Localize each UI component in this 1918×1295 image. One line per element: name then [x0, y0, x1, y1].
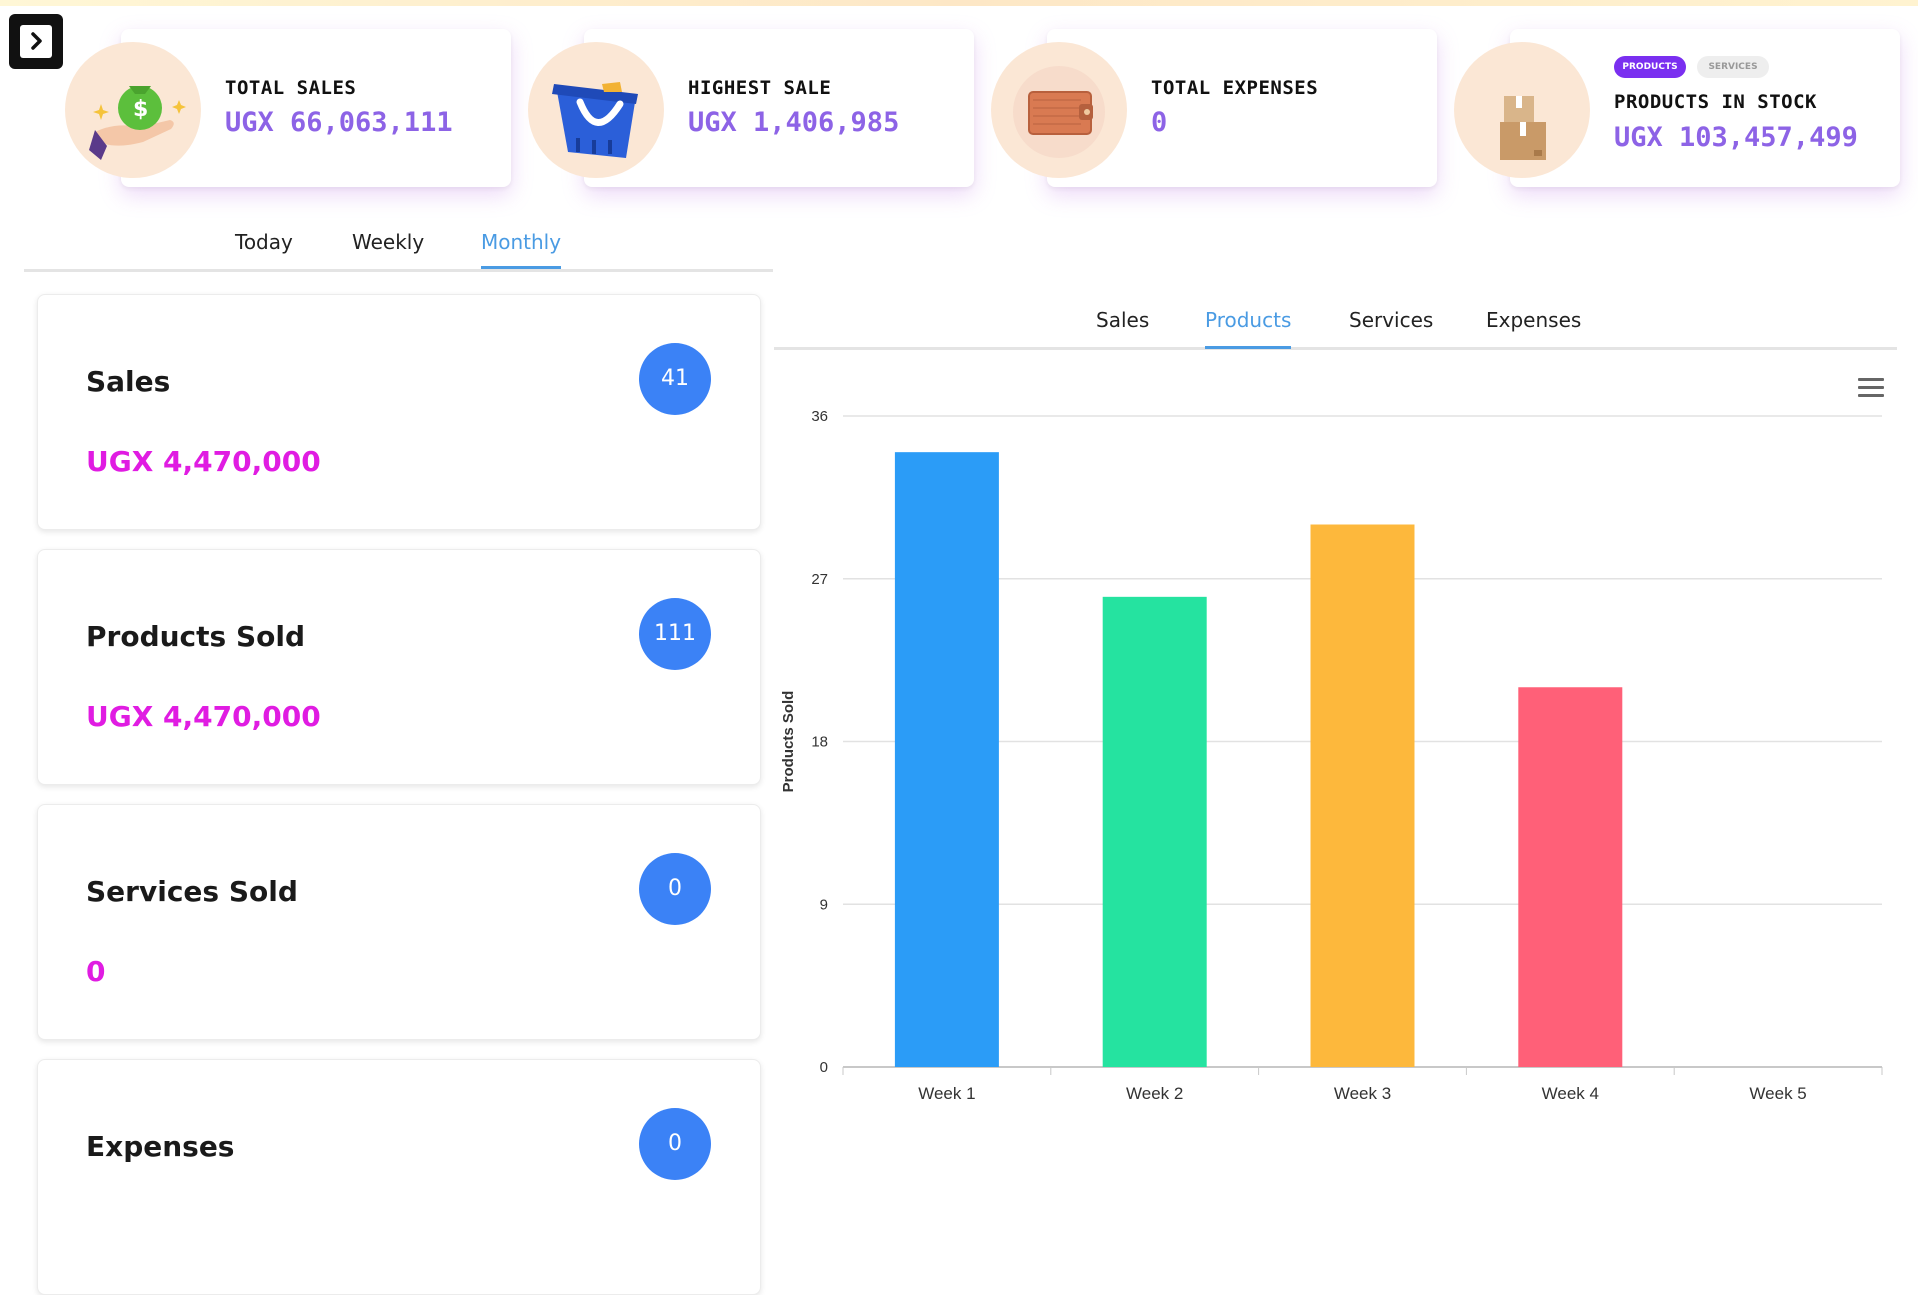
x-tick-label: Week 3	[1334, 1084, 1391, 1103]
y-tick-label: 0	[820, 1059, 828, 1076]
tab-today[interactable]: Today	[235, 230, 293, 254]
bar	[894, 452, 999, 1068]
count-badge: 0	[639, 853, 711, 925]
summary-amount: 0	[86, 955, 106, 988]
toggle-products-button[interactable]: PRODUCTS	[1614, 56, 1686, 78]
stat-title: HIGHEST SALE	[688, 77, 832, 99]
stat-title: PRODUCTS IN STOCK	[1614, 91, 1817, 113]
y-tick-label: 27	[811, 571, 828, 588]
stat-value: 0	[1151, 107, 1168, 138]
tab-monthly[interactable]: Monthly	[481, 230, 562, 269]
y-axis-label: Products Sold	[780, 691, 797, 793]
stat-card-products-in-stock: PRODUCTS SERVICES PRODUCTS IN STOCK UGX …	[1510, 29, 1900, 187]
x-tick-label: Week 1	[918, 1084, 975, 1103]
tab-expenses[interactable]: Expenses	[1486, 308, 1582, 332]
summary-title: Expenses	[86, 1130, 235, 1163]
tab-weekly[interactable]: Weekly	[352, 230, 425, 254]
toggle-services-button[interactable]: SERVICES	[1697, 56, 1769, 78]
tab-products[interactable]: Products	[1205, 308, 1292, 349]
boxes-icon	[1454, 42, 1590, 178]
count-badge: 0	[639, 1108, 711, 1180]
tab-services[interactable]: Services	[1349, 308, 1434, 332]
bar	[1310, 524, 1415, 1067]
summary-amount: UGX 4,470,000	[86, 445, 321, 478]
tab-sales[interactable]: Sales	[1096, 308, 1150, 332]
stat-value: UGX 66,063,111	[225, 107, 453, 138]
summary-title: Products Sold	[86, 620, 305, 653]
svg-text:$: $	[133, 97, 148, 122]
y-tick-label: 36	[811, 408, 828, 425]
shopping-basket-icon	[528, 42, 664, 178]
stat-title: TOTAL SALES	[225, 77, 357, 99]
period-tabs: Today Weekly Monthly	[24, 226, 773, 272]
chevron-right-icon	[31, 32, 42, 50]
summary-card-sales[interactable]: Sales UGX 4,470,000 41	[37, 294, 761, 530]
bar	[1102, 596, 1207, 1067]
summary-title: Services Sold	[86, 875, 298, 908]
category-tabs: Sales Products Services Expenses	[774, 298, 1897, 350]
products-sold-chart: 0 9 18 27 36 Products Sold Week 1 Week 2 Week 3 W…	[780, 408, 1883, 1103]
money-bag-hand-icon: $	[65, 42, 201, 178]
chart-menu-icon[interactable]	[1858, 378, 1884, 400]
y-tick-label: 18	[811, 734, 828, 751]
x-tick-label: Week 4	[1542, 1084, 1599, 1103]
summary-amount: UGX 4,470,000	[86, 700, 321, 733]
top-accent-bar	[0, 0, 1918, 6]
sidebar-toggle-button[interactable]	[9, 14, 63, 69]
x-tick-label: Week 5	[1749, 1084, 1806, 1103]
summary-title: Sales	[86, 365, 171, 398]
summary-card-services-sold[interactable]: Services Sold 0 0	[37, 804, 761, 1040]
count-badge: 41	[639, 343, 711, 415]
bar	[1518, 687, 1623, 1067]
stat-value: UGX 1,406,985	[688, 107, 900, 138]
stat-value: UGX 103,457,499	[1614, 122, 1858, 153]
summary-card-expenses[interactable]: Expenses 0	[37, 1059, 761, 1295]
y-tick-label: 9	[820, 896, 828, 913]
stat-title: TOTAL EXPENSES	[1151, 77, 1319, 99]
count-badge: 111	[639, 598, 711, 670]
summary-card-products-sold[interactable]: Products Sold UGX 4,470,000 111	[37, 549, 761, 785]
x-tick-label: Week 2	[1126, 1084, 1183, 1103]
wallet-icon	[991, 42, 1127, 178]
